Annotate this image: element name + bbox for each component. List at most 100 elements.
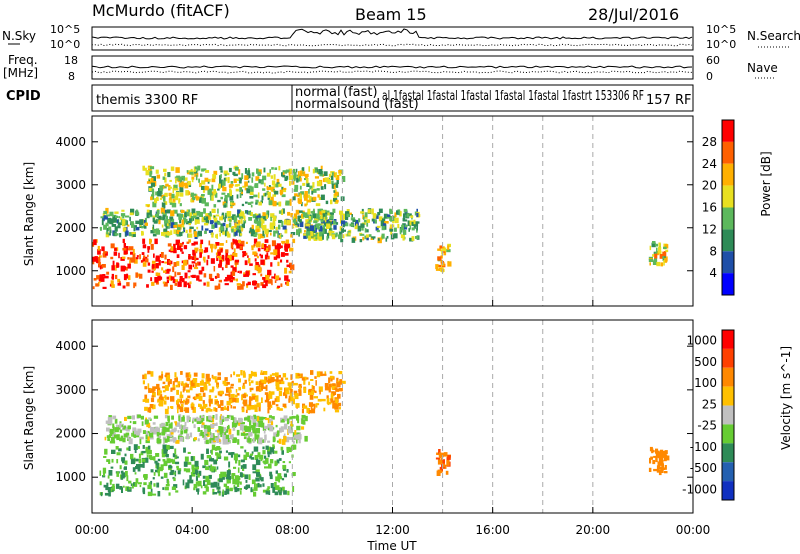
power-echo-cell xyxy=(281,172,283,177)
power-echo-cell xyxy=(296,177,299,183)
velocity-echo-cell xyxy=(296,414,299,420)
velocity-echo-cell xyxy=(184,421,187,427)
power-echo-cell xyxy=(220,196,223,200)
velocity-echo-cell xyxy=(142,399,148,402)
power-echo-cell xyxy=(440,255,443,259)
velocity-echo-cell xyxy=(337,393,341,399)
velocity-echo-cell xyxy=(290,388,292,394)
velocity-echo-cell xyxy=(227,481,229,484)
power-colorbar-swatch xyxy=(722,185,734,208)
velocity-echo-cell xyxy=(157,399,161,403)
power-echo-cell xyxy=(304,230,306,233)
power-echo-cell xyxy=(200,239,204,245)
velocity-echo-cell xyxy=(196,488,200,492)
power-echo-cell xyxy=(273,256,278,260)
power-echo-cell xyxy=(360,233,365,236)
velocity-echo-cell xyxy=(166,434,171,437)
velocity-echo-cell xyxy=(189,432,193,438)
velocity-echo-cell xyxy=(122,458,125,464)
velocity-echo-cell xyxy=(270,447,274,453)
velocity-echo-cell xyxy=(267,454,270,458)
velocity-echo-cell xyxy=(210,466,215,472)
velocity-echo-cell xyxy=(110,440,116,444)
velocity-echo-cell xyxy=(258,407,261,412)
velocity-echo-cell xyxy=(139,464,143,468)
velocity-echo-cell xyxy=(256,434,260,440)
velocity-echo-cell xyxy=(310,379,314,381)
velocity-echo-cell xyxy=(107,487,113,493)
power-echo-cell xyxy=(362,236,365,241)
velocity-echo-cell xyxy=(137,445,140,449)
power-echo-cell xyxy=(229,219,232,222)
velocity-echo-cell xyxy=(201,373,205,379)
velocity-echo-cell xyxy=(174,421,178,424)
velocity-echo-cell xyxy=(235,475,239,482)
velocity-echo-cell xyxy=(331,384,337,390)
velocity-echo-cell xyxy=(163,449,168,454)
velocity-echo-cell xyxy=(220,400,224,406)
velocity-echo-cell xyxy=(237,467,240,473)
power-echo-cell xyxy=(150,182,155,187)
power-echo-cell xyxy=(378,216,383,222)
velocity-echo-cell xyxy=(204,433,209,436)
power-echo-cell xyxy=(255,176,260,181)
power-echo-cell xyxy=(411,236,415,241)
power-echo-cell xyxy=(403,208,408,213)
power-echo-cell xyxy=(188,254,191,260)
power-echo-cell xyxy=(332,208,336,213)
power-echo-cell xyxy=(334,191,339,196)
velocity-echo-cell xyxy=(225,418,229,421)
power-echo-cell xyxy=(274,190,279,195)
power-echo-cell xyxy=(446,249,451,253)
velocity-echo-cell xyxy=(104,436,107,441)
velocity-echo-cell xyxy=(132,421,137,425)
velocity-echo-cell xyxy=(148,431,153,438)
velocity-echo-cell xyxy=(144,419,149,425)
power-echo-cell xyxy=(314,169,317,173)
power-echo-cell xyxy=(150,230,154,234)
velocity-echo-cell xyxy=(272,436,276,443)
power-echo-cell xyxy=(127,248,130,251)
power-echo-cell xyxy=(275,253,281,259)
velocity-echo-cell xyxy=(155,453,160,457)
power-echo-cell xyxy=(150,196,153,201)
power-echo-cell xyxy=(381,233,385,239)
velocity-colorbar-tick: -1000 xyxy=(682,482,717,496)
velocity-echo-cell xyxy=(288,429,293,434)
vel-ytick-label: 4000 xyxy=(55,339,86,353)
velocity-echo-cell xyxy=(225,429,228,433)
power-echo-cell xyxy=(271,276,276,279)
power-echo-cell xyxy=(285,239,290,244)
velocity-echo-cell xyxy=(330,378,333,382)
power-echo-cell xyxy=(196,210,201,216)
power-echo-cell xyxy=(278,183,282,187)
velocity-echo-cell xyxy=(156,465,159,470)
power-echo-cell xyxy=(224,198,228,204)
power-echo-cell xyxy=(250,186,254,192)
velocity-echo-cell xyxy=(201,379,204,384)
power-echo-cell xyxy=(294,221,298,226)
power-echo-cell xyxy=(222,222,226,227)
power-echo-cell xyxy=(219,175,222,182)
power-echo-cell xyxy=(280,252,285,257)
power-echo-cell xyxy=(275,275,280,280)
power-echo-cell xyxy=(147,166,152,169)
velocity-echo-cell xyxy=(225,488,230,495)
velocity-echo-cell xyxy=(248,378,251,382)
velocity-echo-cell xyxy=(136,464,140,467)
power-echo-cell xyxy=(150,177,154,184)
velocity-echo-cell xyxy=(252,428,256,433)
power-echo-cell xyxy=(308,196,312,202)
power-echo-cell xyxy=(113,251,118,256)
velocity-echo-cell xyxy=(267,408,270,414)
power-colorbar-tick: 4 xyxy=(709,266,717,280)
velocity-echo-cell xyxy=(124,460,128,465)
velocity-echo-cell xyxy=(127,435,130,440)
power-echo-cell xyxy=(163,196,166,202)
power-echo-cell xyxy=(207,189,212,195)
power-echo-cell xyxy=(232,228,236,232)
power-echo-cell xyxy=(182,231,184,234)
power-echo-cell xyxy=(287,211,291,216)
power-echo-cell xyxy=(183,227,186,230)
power-echo-cell xyxy=(333,220,336,225)
